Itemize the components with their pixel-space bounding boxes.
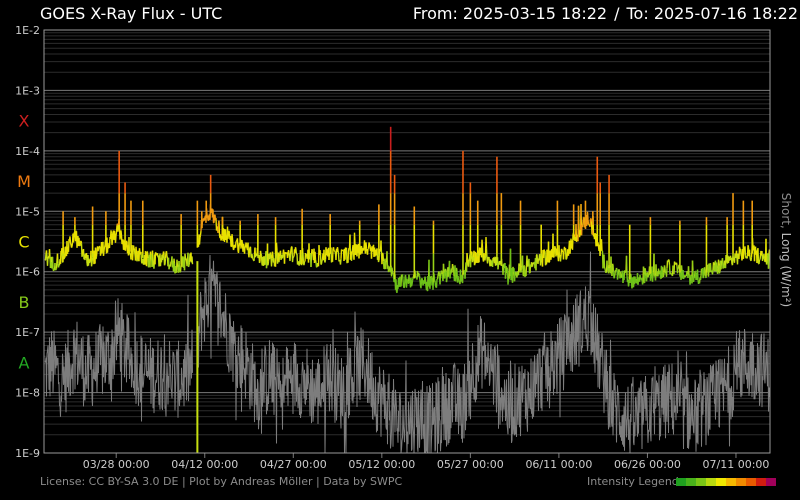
range-separator: / (614, 4, 620, 23)
flare-class-a: A (19, 353, 30, 372)
x-tick-label: 04/12 00:00 (171, 458, 238, 471)
x-tick-label: 06/11 00:00 (525, 458, 592, 471)
flare-class-labels: X M C B A (17, 112, 31, 373)
intensity-legend-bar (676, 478, 776, 486)
legend-swatch (716, 478, 726, 486)
y-tick-label: 1E-2 (15, 24, 40, 37)
legend-swatch (676, 478, 686, 486)
short-series (44, 251, 770, 454)
y-label-sep: , (779, 224, 793, 233)
legend-swatch (706, 478, 716, 486)
time-range: From: 2025-03-15 18:22 / To: 2025-07-16 18… (413, 4, 798, 23)
legend-swatch (686, 478, 696, 486)
short-series-line (44, 251, 770, 454)
x-tick-label: 07/11 00:00 (703, 458, 770, 471)
y-tick-label: 1E-8 (15, 387, 40, 400)
intensity-legend-label: Intensity Legend (587, 475, 679, 488)
legend-swatch (726, 478, 736, 486)
long-series-line (392, 248, 707, 294)
y-label-long: Long (W/m²) (779, 232, 793, 308)
y-tick-label: 1E-3 (15, 84, 40, 97)
y-tick-labels: 1E-2 1E-3 1E-4 1E-5 1E-6 1E-7 1E-8 1E-9 (15, 24, 40, 460)
y-tick-label: 1E-4 (15, 145, 40, 158)
y-tick-label: 1E-7 (15, 326, 40, 339)
y-axis-label: Short, Long (W/m²) (779, 193, 793, 307)
legend-swatch (736, 478, 746, 486)
x-tick-label: 03/28 00:00 (83, 458, 150, 471)
to-label: To: 2025-07-16 18:22 (626, 4, 799, 23)
legend-swatch (756, 478, 766, 486)
flare-class-c: C (18, 233, 29, 252)
flare-class-b: B (19, 293, 30, 312)
legend-swatch (696, 478, 706, 486)
y-tick-label: 1E-9 (15, 447, 40, 460)
plot-frame (43, 29, 771, 454)
flare-class-x: X (19, 112, 30, 131)
x-tick-label: 05/12 00:00 (348, 458, 415, 471)
legend-swatch (766, 478, 776, 486)
y-tick-label: 1E-5 (15, 205, 40, 218)
flare-class-m: M (17, 172, 31, 191)
from-label: From: 2025-03-15 18:22 (412, 4, 608, 23)
x-tick-label: 06/26 00:00 (614, 458, 681, 471)
x-tick-labels: 03/28 00:00 04/12 00:00 04/27 00:00 05/12 0… (83, 458, 770, 471)
long-series-line (45, 204, 771, 277)
y-tick-label: 1E-6 (15, 266, 40, 279)
y-label-short: Short (779, 192, 793, 225)
legend-swatch (746, 478, 756, 486)
x-tick-label: 05/27 00:00 (437, 458, 504, 471)
long-series (44, 204, 771, 294)
flare-spikes (62, 126, 754, 283)
x-tick-label: 04/27 00:00 (260, 458, 327, 471)
chart-title: GOES X-Ray Flux - UTC (40, 4, 223, 23)
license-text: License: CC BY-SA 3.0 DE | Plot by Andre… (40, 475, 403, 488)
